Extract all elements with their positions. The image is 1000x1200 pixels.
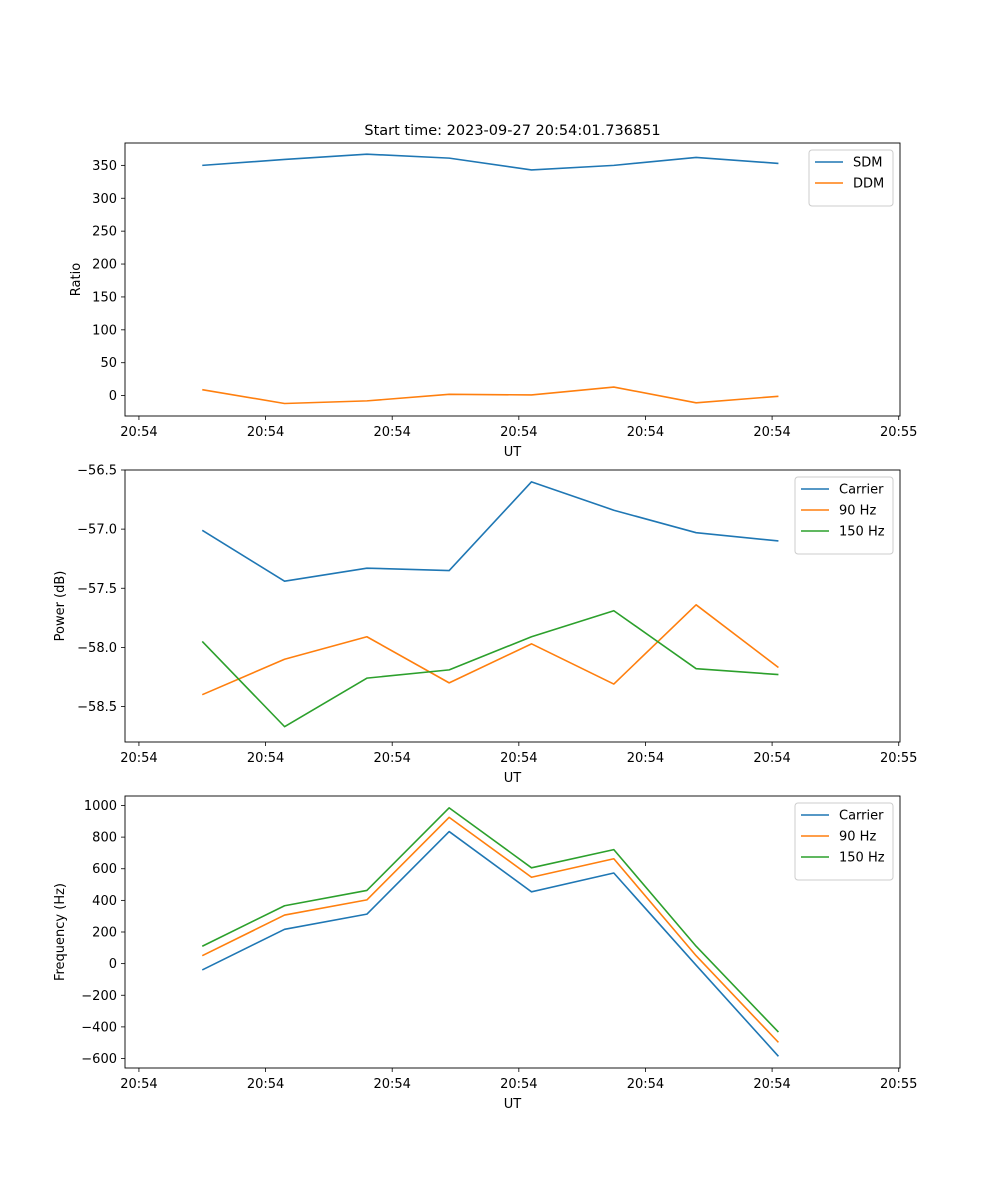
legend-label: 90 Hz: [839, 504, 876, 519]
x-tick-label: 20:54: [373, 1077, 410, 1092]
legend-frame: [794, 476, 894, 555]
y-tick-label: 300: [92, 192, 117, 207]
y-tick-label: −200: [81, 989, 117, 1004]
y-tick-label: −56.5: [77, 464, 117, 479]
y-tick-label: 150: [92, 290, 117, 305]
x-axis-label: UT: [504, 1097, 522, 1112]
x-tick-label: 20:54: [500, 425, 537, 440]
y-tick-label: −58.5: [77, 700, 117, 715]
x-tick-label: 20:54: [247, 751, 284, 766]
y-tick-label: −57.5: [77, 582, 117, 597]
y-tick-label: 250: [92, 225, 117, 240]
y-tick-label: −400: [81, 1020, 117, 1035]
legend-label: 150 Hz: [839, 851, 885, 866]
series-line-150-hz: [201, 609, 779, 728]
axes-frame: [124, 469, 901, 743]
y-tick-label: 350: [92, 159, 117, 174]
series-line-ddm: [202, 386, 779, 405]
legend-label: SDM: [853, 156, 882, 171]
x-tick-label: 20:54: [753, 751, 790, 766]
y-tick-label: 200: [92, 258, 117, 273]
x-tick-label: 20:54: [627, 425, 664, 440]
y-tick-label: −58.0: [77, 641, 117, 656]
series-line-90-hz: [201, 816, 780, 1043]
x-tick-label: 20:54: [373, 425, 410, 440]
x-axis-label: UT: [504, 445, 522, 460]
y-tick-label: 0: [109, 957, 117, 972]
y-axis-label: Frequency (Hz): [53, 883, 68, 981]
y-tick-label: 50: [100, 356, 117, 371]
x-tick-label: 20:54: [120, 1077, 157, 1092]
y-tick-label: 0: [109, 389, 117, 404]
y-tick-label: −600: [81, 1052, 117, 1067]
legend: Carrier 90 Hz 150 Hz: [794, 476, 894, 555]
y-axis-label: Ratio: [69, 263, 84, 296]
legend-label: 90 Hz: [839, 830, 876, 845]
y-tick-label: 600: [92, 862, 117, 877]
x-tick-label: 20:55: [880, 1077, 917, 1092]
subplot-frequency: 20:54 20:54 20:54 20:54 20:54 20:54 20:55 −600 −…: [53, 795, 917, 1112]
legend-label: DDM: [853, 177, 884, 192]
legend: SDM DDM: [808, 149, 894, 207]
x-tick-label: 20:54: [753, 1077, 790, 1092]
subplot-ratio: 20:54 20:54 20:54 20:54 20:54 20:54 20:55 0 50 10…: [69, 142, 917, 460]
x-tick-label: 20:54: [753, 425, 790, 440]
y-tick-label: 1000: [84, 799, 117, 814]
x-tick-label: 20:54: [247, 1077, 284, 1092]
series-line-carrier: [201, 830, 780, 1057]
axes-frame: [124, 142, 901, 417]
subplot-power: 20:54 20:54 20:54 20:54 20:54 20:54 20:55 −58.5…: [53, 464, 917, 787]
legend-frame: [808, 149, 894, 207]
legend-label: Carrier: [839, 809, 884, 824]
x-tick-label: 20:54: [120, 425, 157, 440]
figure-title: Start time: 2023-09-27 20:54:01.736851: [364, 123, 660, 139]
axes-frame: [124, 795, 901, 1069]
x-tick-label: 20:54: [627, 1077, 664, 1092]
x-tick-label: 20:54: [373, 751, 410, 766]
x-axis-label: UT: [504, 771, 522, 786]
y-tick-label: −57.0: [77, 523, 117, 538]
x-tick-label: 20:54: [500, 1077, 537, 1092]
x-tick-label: 20:55: [880, 425, 917, 440]
legend-frame: [794, 802, 894, 881]
x-tick-label: 20:54: [247, 425, 284, 440]
x-tick-label: 20:54: [500, 751, 537, 766]
y-tick-label: 100: [92, 323, 117, 338]
series-line-carrier: [201, 481, 779, 582]
y-axis-label: Power (dB): [53, 571, 68, 642]
series-line-90-hz: [201, 604, 779, 696]
y-tick-label: 800: [92, 831, 117, 846]
y-tick-label: 400: [92, 894, 117, 909]
legend-label: 150 Hz: [839, 525, 885, 540]
series-line-150-hz: [201, 807, 780, 1033]
series-line-sdm: [202, 153, 779, 171]
legend: Carrier 90 Hz 150 Hz: [794, 802, 894, 881]
x-tick-label: 20:55: [880, 751, 917, 766]
legend-label: Carrier: [839, 483, 884, 498]
x-tick-label: 20:54: [120, 751, 157, 766]
y-tick-label: 200: [92, 926, 117, 941]
x-tick-label: 20:54: [627, 751, 664, 766]
